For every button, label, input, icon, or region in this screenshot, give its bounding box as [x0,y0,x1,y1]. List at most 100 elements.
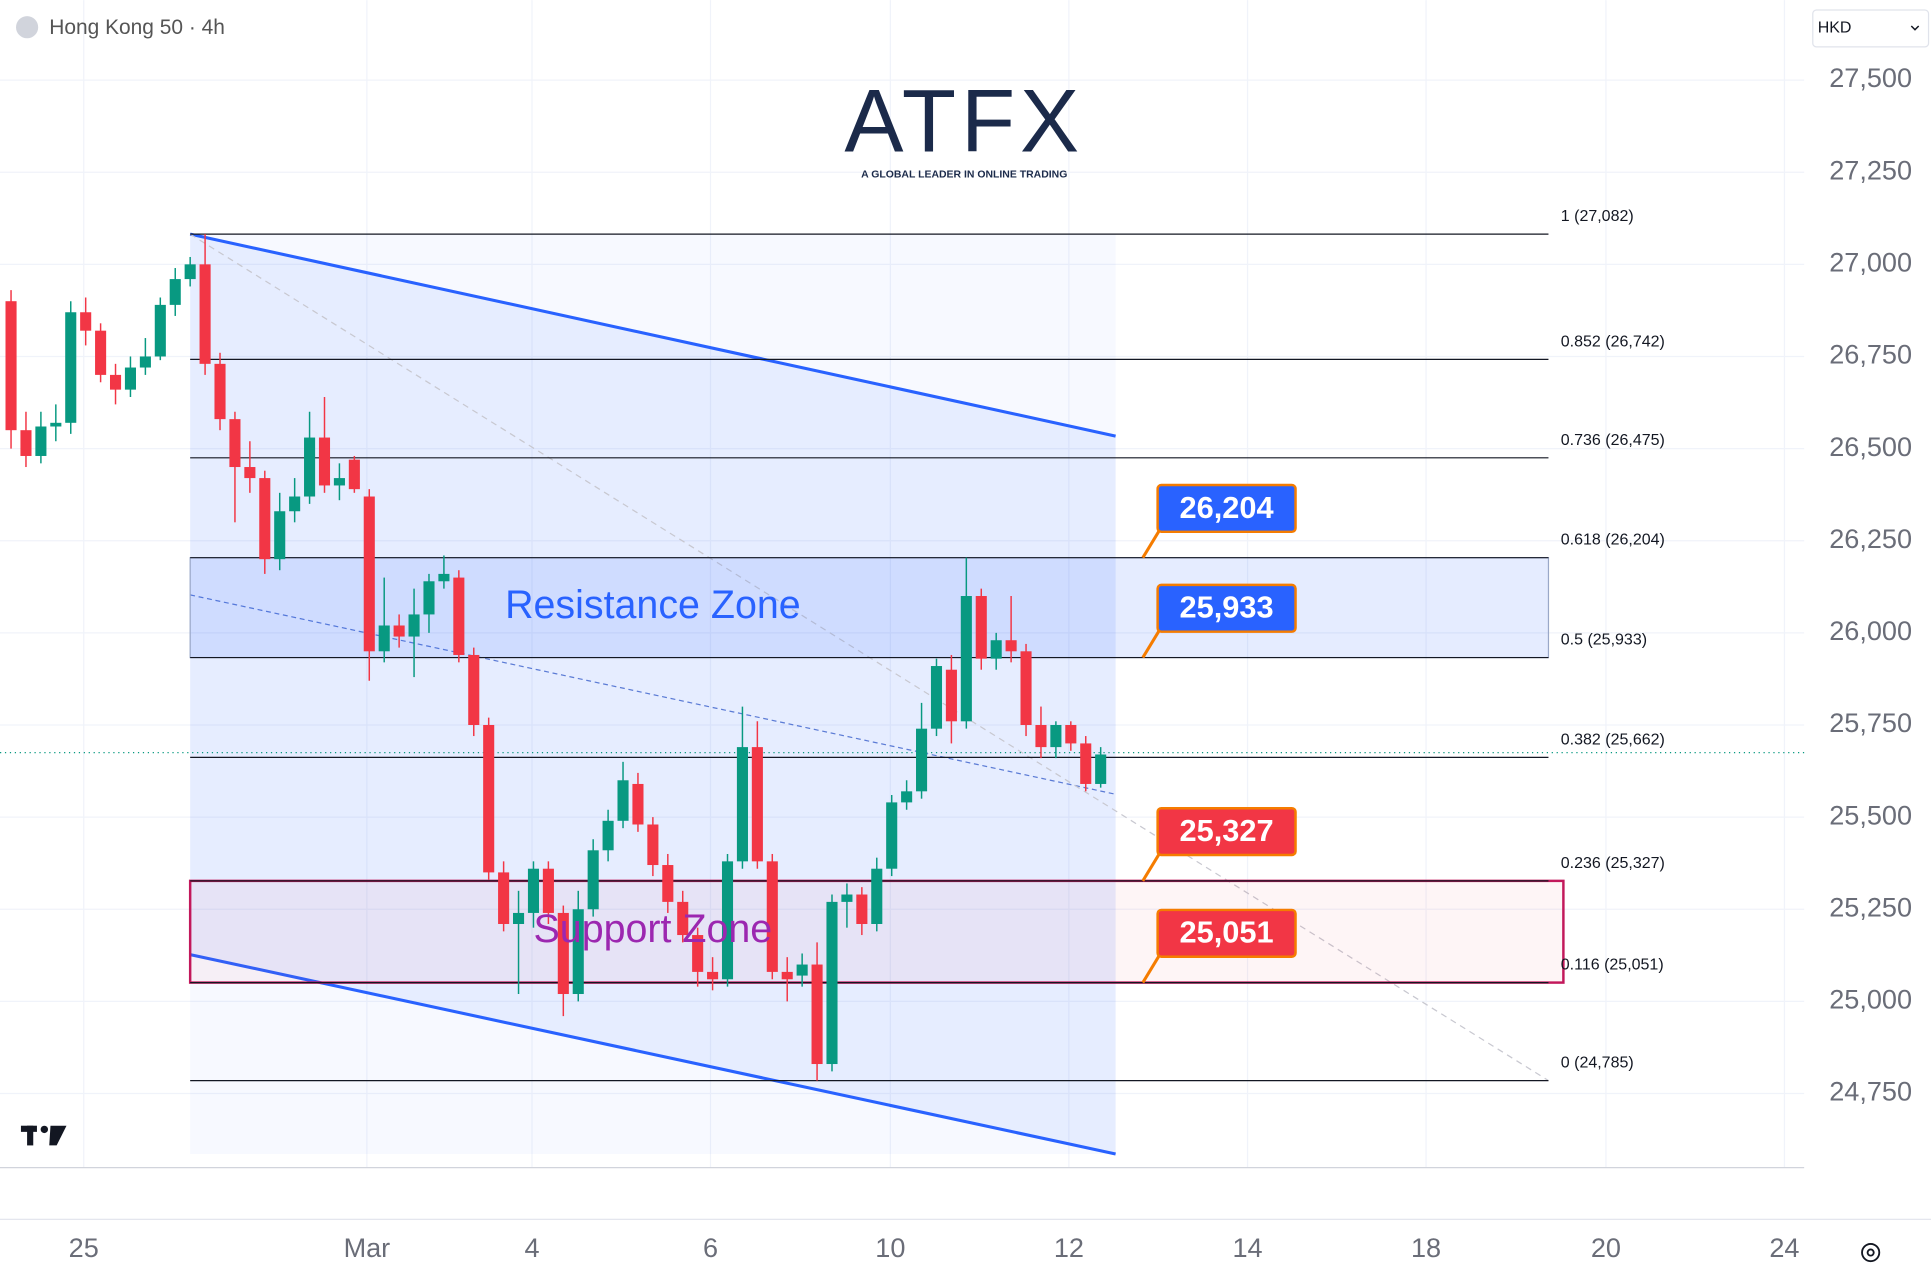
x-tick-label: 25 [69,1232,99,1263]
callout-label: 25,051 [1180,915,1274,950]
x-tick-label: 14 [1232,1232,1262,1263]
y-tick-label: 25,250 [1829,891,1912,922]
candle-body [1095,754,1107,784]
candle-body [1035,724,1047,748]
candle-body [781,971,793,980]
candle-body [139,356,151,368]
callout-label: 26,204 [1180,490,1274,525]
candle-body [736,747,748,862]
x-tick-label: 6 [703,1232,718,1263]
candle-body [289,496,301,512]
candle-body [408,614,420,637]
candle-body [229,419,241,468]
candle-body [423,581,435,615]
callout-box [1156,483,1297,534]
candle-body [901,791,913,803]
candle-body [199,264,211,364]
currency-label[interactable]: HKD [1818,20,1852,37]
fib-label: 0.852 (26,742) [1561,333,1665,350]
fib-label: 0.382 (25,662) [1561,731,1665,748]
candle-body [886,802,898,869]
candle-body [1050,724,1062,748]
fib-label: 0.236 (25,327) [1561,855,1665,872]
candle-body [990,640,1002,659]
x-tick-label: 4 [524,1232,539,1263]
candle-body [662,865,674,902]
fib-label: 0.116 (25,051) [1561,957,1664,974]
candle-body [751,747,763,862]
candle-body [304,437,316,497]
settings-icon[interactable] [1861,1243,1881,1263]
y-tick-label: 24,750 [1829,1076,1912,1107]
candle-body [856,894,868,924]
candle-body [244,467,256,479]
grid [0,0,1805,1168]
candle-body [50,422,62,427]
candle-body [124,367,136,390]
candle-body [617,780,629,821]
candle-body [109,374,122,390]
fib-label: 0.5 (25,933) [1561,632,1647,649]
logo-name: ATFX [844,72,1084,171]
y-tick-label: 26,750 [1829,339,1912,370]
candle-body [677,901,689,936]
candle-body [378,625,390,652]
y-tick-label: 25,000 [1829,984,1912,1015]
overlays: Resistance Zone Support Zone 1 (27,082) 0.8… [505,208,1665,1072]
candle-body [542,868,554,913]
x-tick-label: 20 [1591,1232,1621,1263]
candle-body [766,861,778,972]
dropdown-arrow[interactable] [1910,25,1920,31]
candle-body [259,478,271,560]
currency-dropdown[interactable] [1812,9,1930,48]
candle-body [483,724,495,873]
y-tick-label: 27,000 [1829,247,1912,278]
candle-body [5,301,17,431]
x-tick-label: Mar [344,1232,391,1263]
y-tick-label: 27,500 [1829,62,1912,93]
candle-body [453,577,465,655]
zone [189,557,1550,659]
candle-body [1065,724,1077,744]
symbol-icon [16,16,39,39]
candle-body [841,894,853,902]
candle-body [945,669,957,722]
candle-body [572,909,584,995]
channel-mid [190,594,1116,795]
candle-body [65,312,77,423]
callout-label: 25,933 [1180,590,1274,625]
candle-body [587,850,599,910]
x-tick-label: 12 [1054,1232,1084,1263]
candle-body [871,868,883,924]
channel-box [190,234,1116,1154]
y-tick-label: 26,500 [1829,431,1912,462]
candle-body [796,964,808,976]
candle-body [960,596,972,722]
candle-body [707,971,719,980]
fib-label: 0.736 (26,475) [1561,432,1665,449]
y-tick-label: 26,000 [1829,615,1912,646]
candle-body [438,573,450,582]
candle-body [513,912,525,924]
fib-label: 0 (24,785) [1561,1055,1634,1072]
x-tick-label: 24 [1769,1232,1799,1263]
candles [5,234,1107,1081]
candle-body [647,824,659,866]
candle-body [602,820,614,851]
tv-logo [20,1125,67,1146]
x-tick-label: 18 [1411,1232,1441,1263]
candle-body [557,912,569,995]
y-tick-label: 25,750 [1829,707,1912,738]
candle-body [80,312,92,331]
candle-body [348,459,360,490]
candle-body [184,264,196,280]
callout-box [1156,806,1297,857]
callout-box [1156,583,1297,633]
candle-body [468,654,480,725]
symbol-title: Hong Kong 50 · 4h [49,16,225,39]
candle-body [692,935,704,972]
candle-body [527,868,540,913]
candle-body [632,783,644,825]
y-tick-label: 27,250 [1829,154,1912,185]
